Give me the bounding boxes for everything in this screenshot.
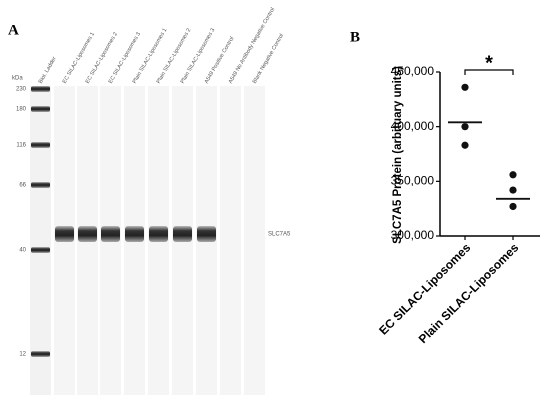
significance-label: *: [485, 52, 493, 74]
band: [149, 226, 168, 242]
band: [173, 226, 192, 242]
marker-label: 180: [16, 107, 27, 113]
unit-label: kDa: [12, 76, 23, 82]
dot: [461, 83, 469, 91]
y-tick-label: 350,000: [391, 174, 435, 188]
dot: [509, 186, 517, 194]
ladder-band: [31, 351, 50, 357]
marker-label: 40: [19, 248, 26, 254]
y-axis-label: SLC7A5 Protein (arbituary units): [392, 66, 404, 244]
band: [101, 226, 120, 242]
lane: [244, 86, 265, 395]
lane-label: A549 No Antibody Negative Control: [228, 7, 276, 85]
y-tick-label: 450,000: [391, 64, 435, 78]
marker-label: 116: [16, 143, 26, 149]
dot: [509, 202, 517, 211]
panel-label: A: [8, 22, 19, 38]
ladder-band: [31, 182, 50, 188]
ladder-band: [31, 142, 50, 148]
band: [125, 226, 144, 242]
band: [78, 226, 97, 242]
marker-label: 12: [19, 352, 26, 358]
lane-label: Biot. Ladder: [38, 56, 58, 85]
dot: [461, 141, 469, 149]
marker-label: 66: [19, 183, 26, 189]
ladder-band: [31, 247, 50, 253]
ladder-band: [31, 86, 50, 92]
dot: [509, 171, 517, 179]
lane: [30, 86, 51, 395]
ladder-band: [31, 106, 50, 112]
x-tick-label: EC SILAC-Liposomes: [376, 240, 473, 337]
band-label: SLC7A5: [268, 232, 291, 238]
significance-bracket: [464, 69, 514, 75]
band: [55, 226, 74, 242]
panel-label: B: [350, 29, 360, 45]
x-tick-label: Plain SILAC-Liposomes: [416, 240, 522, 346]
dot: [461, 123, 469, 131]
band: [197, 226, 216, 242]
y-tick-label: 300,000: [391, 228, 435, 242]
lane: [220, 86, 241, 395]
y-tick-label: 400,000: [391, 119, 435, 133]
marker-label: 230: [16, 87, 27, 93]
